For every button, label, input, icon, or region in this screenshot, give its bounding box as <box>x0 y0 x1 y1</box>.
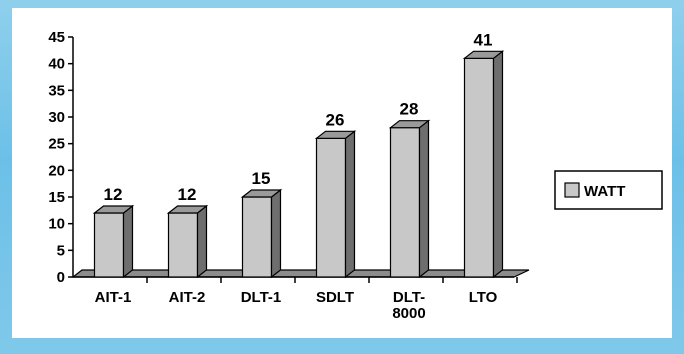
bar-side <box>418 119 430 279</box>
bar-front <box>315 137 347 278</box>
bar-4 <box>314 130 357 279</box>
chart-frame: 0 5 10 15 20 25 30 35 40 45 12 AIT-1 12 AIT-2 15 DLT-1… <box>12 8 672 338</box>
data-label-3: 15 <box>252 169 271 188</box>
bar-top <box>314 130 357 139</box>
y-tick-label-0: 0 <box>57 269 65 286</box>
y-tick-label-20: 20 <box>48 162 65 179</box>
y-tick-label-45: 45 <box>48 29 65 46</box>
bar-front <box>93 212 125 278</box>
bar-top <box>166 205 209 214</box>
y-tick-label-35: 35 <box>48 82 65 99</box>
y-tick-label-5: 5 <box>57 242 65 259</box>
y-tick-label-40: 40 <box>48 56 65 73</box>
data-label-6: 41 <box>474 30 493 49</box>
bar-side <box>122 204 134 279</box>
category-label-3: DLT-1 <box>241 289 282 306</box>
category-label-2: AIT-2 <box>169 289 206 306</box>
data-label-4: 26 <box>326 110 345 129</box>
y-tick-label-30: 30 <box>48 109 65 126</box>
bar-chart: 0 5 10 15 20 25 30 35 40 45 12 AIT-1 12 AIT-2 15 DLT-1… <box>48 29 663 322</box>
category-label-1: AIT-1 <box>95 289 132 306</box>
bar-6 <box>462 50 505 279</box>
data-label-2: 12 <box>178 185 197 204</box>
category-label-6: LTO <box>469 289 498 306</box>
bar-5 <box>388 119 431 279</box>
bar-front <box>389 127 421 278</box>
bar-side <box>344 130 356 279</box>
bar-top <box>462 50 505 59</box>
legend-swatch <box>564 182 580 198</box>
legend-label-watt: WATT <box>584 183 625 200</box>
category-label-5: DLT-8000 <box>392 289 425 322</box>
bar-top <box>92 205 135 214</box>
bar-side <box>270 188 282 279</box>
bar-front <box>241 196 273 278</box>
bar-front <box>167 212 199 278</box>
bar-side <box>492 50 504 279</box>
bar-top <box>240 189 283 198</box>
y-tick-label-10: 10 <box>48 216 65 233</box>
bar-1 <box>92 204 135 279</box>
bar-side <box>196 204 208 279</box>
category-label-4: SDLT <box>316 289 354 306</box>
chart-floor <box>71 269 530 278</box>
bar-3 <box>240 188 283 279</box>
y-tick-label-15: 15 <box>48 189 65 206</box>
data-label-1: 12 <box>104 185 123 204</box>
bar-front <box>463 57 495 278</box>
bar-top <box>388 120 431 129</box>
data-label-5: 28 <box>400 100 419 119</box>
bar-2 <box>166 204 209 279</box>
y-tick-label-25: 25 <box>48 136 65 153</box>
